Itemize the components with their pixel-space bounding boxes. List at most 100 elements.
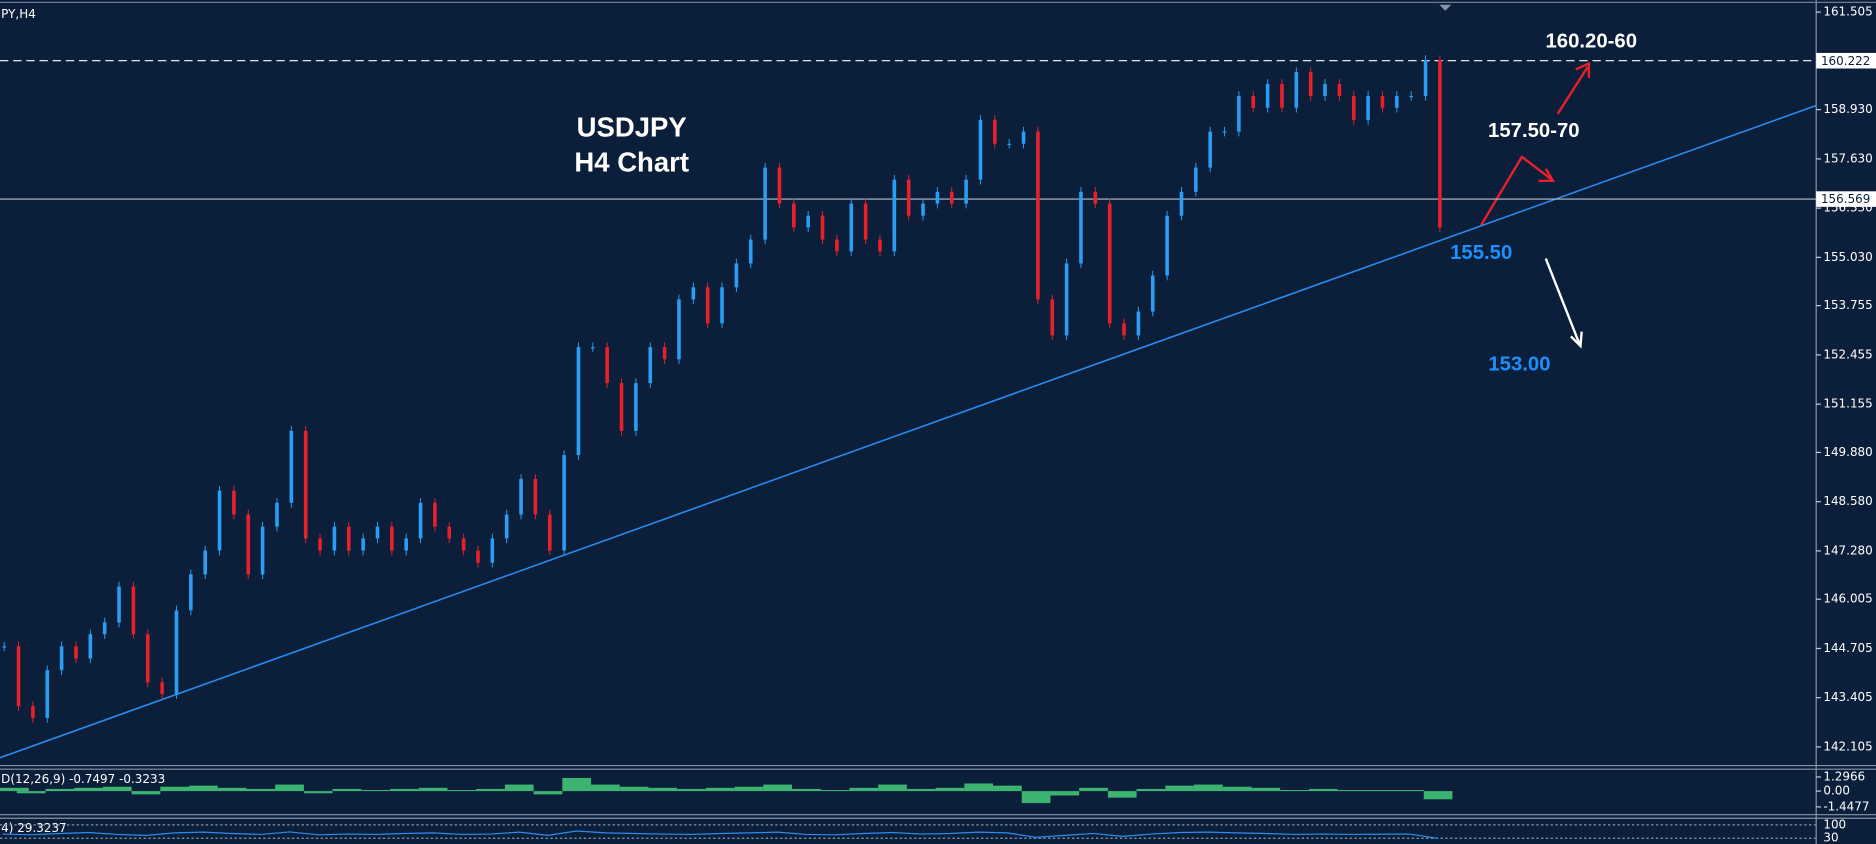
rsi-tick-label: 30 [1823,831,1838,844]
price-bar [1064,263,1069,336]
macd-bar [820,790,850,792]
y-tick-label: 146.005 [1823,592,1872,606]
price-bar [246,514,251,575]
price-bar [1021,131,1026,144]
price-bar [1107,203,1112,324]
macd-bar [217,787,247,792]
macd-bar [1079,787,1108,792]
macd-bar [131,791,161,795]
macd-bar [1251,787,1281,792]
price-bar [562,455,566,551]
annotation-subtitle: H4 Chart [574,146,689,177]
price-bar [906,179,911,216]
price-bar [332,526,337,551]
annotation-title: USDJPY [577,112,687,143]
price-bar [720,287,724,324]
price-bar [878,239,882,252]
price-bar [145,634,150,683]
price-bar [1251,96,1256,108]
price-bar [361,538,365,551]
price-bar [892,179,897,252]
price-bar [447,526,452,539]
price-bar [547,514,552,551]
arrows [1480,61,1591,349]
macd-bar [1165,785,1195,792]
rsi-label: 4) 29.3237 [1,821,66,835]
macd-bar [763,784,793,792]
price-bar [533,478,538,515]
macd-bar [102,786,132,792]
macd-bar [734,786,764,792]
annotation-level: 153.00 [1488,354,1550,376]
price-level-label: 156.569 [1821,192,1870,206]
price-bar [1165,215,1169,276]
price-bar [949,191,954,204]
macd-bar [849,787,879,792]
macd-bar [964,783,994,792]
macd-bar [1280,790,1309,792]
price-bar [993,119,997,144]
price-bar [404,538,408,551]
price-bar [461,538,466,551]
price-bar [519,478,523,515]
y-tick-label: 147.280 [1823,543,1872,557]
macd-bar [246,788,276,792]
macd-tick-label: -1.4477 [1823,799,1869,813]
price-bar [1409,96,1413,98]
y-tick-label: 149.880 [1823,445,1872,459]
price-bar [835,239,839,252]
macd-bar [935,787,965,792]
price-bar [418,502,423,539]
arrow [1480,155,1553,226]
macd-bar [16,791,46,794]
price-bar [1323,83,1327,97]
macd-bar [361,790,391,792]
price-bar [275,502,279,527]
price-bar [863,203,868,240]
price-bar [174,610,179,695]
macd-bar [1308,788,1338,792]
price-bar [1036,131,1040,300]
macd-bar [390,788,419,792]
macd-bar [993,785,1022,792]
arrow [1556,66,1589,115]
macd-bar [677,788,706,792]
price-bar [346,526,351,551]
macd-bar [1337,790,1367,792]
macd-bar [906,788,936,792]
price-bar [390,526,394,551]
price-bar [1294,72,1299,108]
price-level-box [1816,52,1876,69]
price-bar [1136,311,1141,336]
y-tick-label: 153.755 [1823,298,1872,312]
price-bar [1093,191,1098,204]
macd-bar [504,784,534,792]
annotation-level: 160.20-60 [1545,30,1637,52]
macd-bar [591,784,620,792]
price-bar [1122,323,1126,336]
price-bar [777,167,782,204]
trend-line [0,104,1817,759]
macd-bar [1107,791,1137,798]
price-bar [1308,72,1313,97]
price-bar [792,203,796,228]
price-bar [576,347,581,456]
price-level-label: 160.222 [1821,54,1870,68]
price-bar [591,347,595,349]
price-bar [677,299,681,360]
macd-bar [1050,791,1080,796]
rsi-tick-label: 100 [1823,817,1846,831]
macd-tick-label: 0.00 [1823,784,1850,798]
price-bar [1079,191,1083,264]
y-tick-label: 142.105 [1823,739,1872,753]
price-bar [490,538,495,563]
y-tick-label: 144.705 [1823,641,1872,655]
arrow-head [1575,61,1591,78]
macd-bar [418,787,448,792]
macd-bar [476,788,505,792]
macd-label: D(12,26,9) -0.7497 -0.3233 [1,772,165,786]
macd-bar [1194,784,1223,792]
price-bar [1438,60,1442,228]
price-bar [1265,83,1270,108]
